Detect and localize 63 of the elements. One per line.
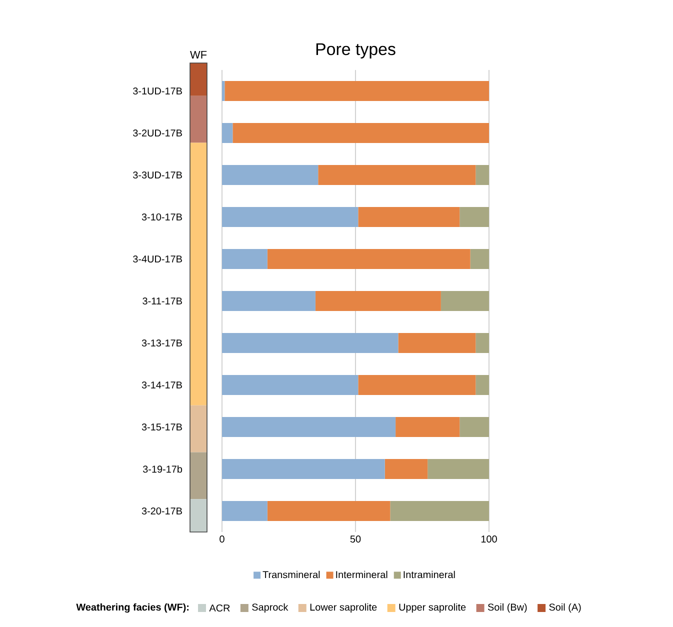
y-tick-label: 3-4UD-17B — [133, 255, 182, 263]
bar — [398, 333, 476, 354]
bar — [267, 249, 470, 270]
y-tick-label: 3-10-17B — [142, 213, 182, 221]
bar — [232, 123, 490, 143]
y-tick-label: 3-3UD-17B — [133, 171, 182, 179]
bar — [222, 165, 318, 185]
bar — [224, 81, 490, 101]
bar — [190, 142, 208, 406]
bar — [476, 375, 490, 396]
y-tick-label: 3-1UD-17B — [133, 87, 182, 95]
bar — [476, 165, 490, 185]
legend-label: Upper saprolite — [399, 603, 466, 613]
legend-label: Saprock — [252, 603, 288, 613]
bar — [315, 291, 441, 312]
bar — [470, 249, 490, 270]
y-tick-label: 3-11-17B — [142, 297, 182, 305]
bar — [190, 499, 208, 532]
bar — [190, 96, 208, 143]
legend-label: Intramineral — [404, 570, 455, 578]
legend-label: Transmineral — [262, 570, 320, 578]
x-tick-label: 0 — [220, 536, 224, 543]
y-tick-label: 3-2UD-17B — [133, 129, 182, 137]
bar — [460, 417, 490, 438]
bar — [440, 291, 490, 312]
chart-title: WF — [190, 50, 207, 58]
bar — [396, 417, 460, 438]
legend-title: Weathering facies (WF): — [76, 603, 189, 613]
legend-label: Soil (A) — [549, 603, 581, 613]
bar — [318, 165, 476, 185]
x-tick-label: 100 — [481, 536, 497, 543]
bar — [476, 333, 490, 354]
legend-label: ACR — [209, 604, 230, 612]
legend-label: Lower saprolite — [310, 603, 377, 613]
y-tick-label: 3-15-17B — [142, 423, 182, 431]
bar — [190, 405, 208, 452]
bar — [358, 375, 476, 396]
bar — [222, 417, 396, 438]
bar — [222, 249, 268, 270]
y-tick-label: 3-19-17b — [142, 465, 182, 473]
bar — [358, 207, 460, 227]
legend-label: Soil (Bw) — [488, 603, 527, 613]
bar — [384, 459, 428, 480]
y-tick-label: 3-20-17B — [142, 507, 182, 515]
bar — [190, 452, 208, 500]
bar — [428, 459, 490, 480]
bar — [222, 81, 225, 101]
bar — [222, 459, 385, 480]
bar — [222, 375, 358, 396]
bar — [222, 333, 398, 354]
y-tick-label: 3-14-17B — [142, 381, 182, 389]
bar — [222, 123, 233, 143]
bar — [460, 207, 490, 227]
bar — [222, 291, 316, 312]
x-tick-label: 50 — [350, 536, 361, 543]
bar — [190, 62, 208, 96]
legend-label: Intermineral — [336, 570, 388, 578]
chart-title: Pore types — [316, 43, 396, 59]
bar — [222, 207, 358, 227]
bar — [390, 501, 490, 522]
bar — [222, 501, 268, 522]
bar — [267, 501, 390, 522]
y-tick-label: 3-13-17B — [142, 339, 182, 347]
